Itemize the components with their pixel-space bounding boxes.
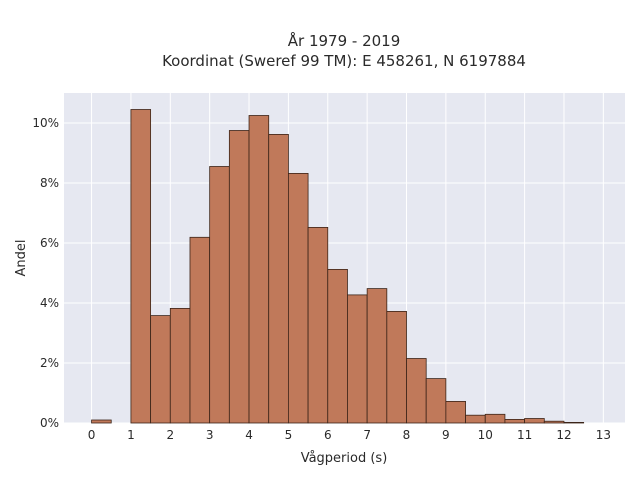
- bar-24: [563, 421, 585, 424]
- x-tick-label-13: 13: [596, 428, 611, 442]
- bar-6: [209, 166, 230, 424]
- bars: [91, 109, 585, 424]
- bar-20: [484, 413, 506, 424]
- bar-10: [287, 172, 309, 424]
- x-tick-label-8: 8: [403, 428, 411, 442]
- bar-17: [425, 378, 447, 424]
- bar-16: [406, 358, 427, 424]
- bar-0: [91, 419, 112, 424]
- bar-7: [228, 130, 250, 424]
- bar-9: [268, 133, 289, 424]
- bar-3: [150, 315, 171, 424]
- bar-4: [169, 307, 191, 424]
- bar-22: [524, 418, 545, 424]
- x-tick-label-12: 12: [556, 428, 571, 442]
- x-tick-label-5: 5: [285, 428, 293, 442]
- x-tick-label-2: 2: [166, 428, 174, 442]
- bar-19: [465, 414, 486, 424]
- x-tick-label-0: 0: [88, 428, 96, 442]
- y-tick-label-3: 6%: [40, 236, 59, 250]
- y-tick-label-2: 4%: [40, 296, 59, 310]
- bar-14: [366, 288, 388, 424]
- y-tick-label-1: 2%: [40, 356, 59, 370]
- x-tick-label-10: 10: [478, 428, 493, 442]
- y-tick-label-5: 10%: [32, 116, 59, 130]
- chart-title-line-1: År 1979 - 2019: [288, 31, 401, 50]
- x-tick-label-11: 11: [517, 428, 532, 442]
- y-tick-label-4: 8%: [40, 176, 59, 190]
- x-axis-label: Vågperiod (s): [301, 451, 388, 466]
- x-tick-label-6: 6: [324, 428, 332, 442]
- y-tick-label-0: 0%: [40, 416, 59, 430]
- bar-23: [543, 420, 565, 424]
- bar-8: [248, 115, 270, 424]
- bar-18: [445, 400, 466, 424]
- bar-13: [347, 294, 368, 424]
- y-axis-label: Andel: [14, 240, 29, 277]
- x-tick-label-9: 9: [442, 428, 450, 442]
- bar-2: [130, 109, 152, 424]
- bar-21: [504, 418, 526, 424]
- y-axis-ticks: 0% 2% 4% 6% 8% 10%: [32, 116, 59, 430]
- bar-11: [307, 226, 329, 424]
- x-tick-label-1: 1: [127, 428, 135, 442]
- x-axis-ticks: 0 1 2 3 4 5 6 7 8 9 10 11 12 13: [88, 428, 611, 442]
- bar-5: [189, 236, 211, 424]
- x-tick-label-4: 4: [245, 428, 253, 442]
- x-tick-label-7: 7: [363, 428, 371, 442]
- bar-12: [327, 268, 348, 424]
- bar-15: [386, 310, 407, 424]
- chart-title-line-2: Koordinat (Sweref 99 TM): E 458261, N 61…: [162, 52, 526, 70]
- x-tick-label-3: 3: [206, 428, 214, 442]
